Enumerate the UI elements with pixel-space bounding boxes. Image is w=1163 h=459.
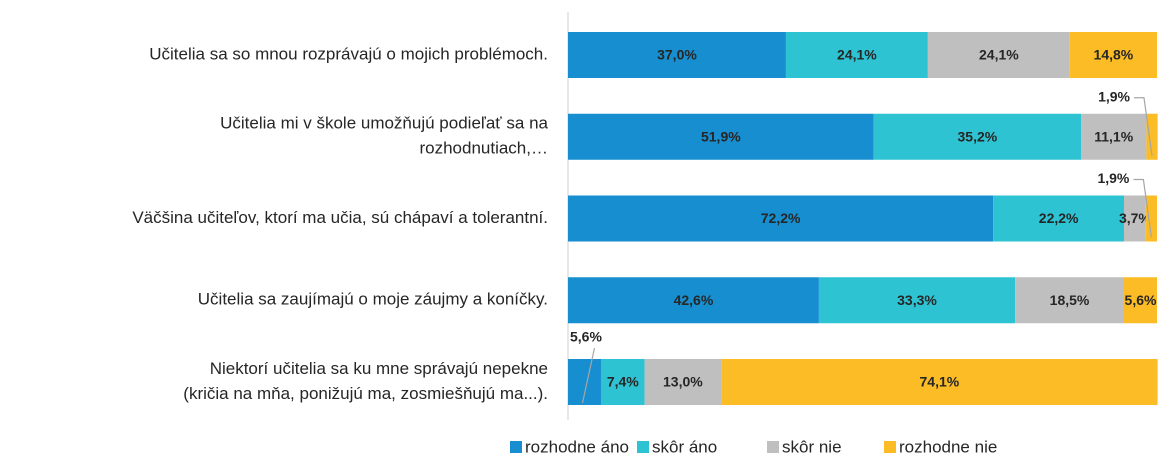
bar-segment bbox=[785, 32, 928, 78]
value-label: 14,8% bbox=[1094, 47, 1134, 63]
bar-segment bbox=[568, 277, 819, 324]
value-label: 1,9% bbox=[1097, 170, 1129, 186]
legend-label: skôr nie bbox=[782, 437, 842, 456]
bar-segment bbox=[568, 359, 601, 405]
legend-swatch bbox=[637, 441, 649, 453]
value-label: 22,2% bbox=[1039, 210, 1079, 226]
category-label: Učitelia sa zaujímajú o moje záujmy a ko… bbox=[198, 290, 548, 309]
bar-segment bbox=[644, 359, 722, 405]
bar-segment bbox=[818, 277, 1016, 324]
legend-swatch bbox=[884, 441, 896, 453]
bar-segment bbox=[993, 195, 1125, 242]
leader-line bbox=[1133, 97, 1153, 156]
bar-segment bbox=[568, 113, 874, 160]
legend-label: skôr áno bbox=[652, 437, 717, 456]
value-label: 33,3% bbox=[897, 292, 937, 308]
bar-segment bbox=[1081, 113, 1147, 160]
bar-segment bbox=[600, 359, 645, 405]
value-label: 24,1% bbox=[979, 47, 1019, 63]
legend-swatch bbox=[510, 441, 522, 453]
value-label: 18,5% bbox=[1050, 292, 1090, 308]
leader-line bbox=[1133, 178, 1152, 238]
value-label: 13,0% bbox=[663, 374, 703, 390]
leader-line bbox=[581, 347, 596, 404]
bar-segment bbox=[1015, 277, 1125, 324]
value-label: 51,9% bbox=[701, 128, 741, 144]
bar-segment bbox=[1124, 277, 1157, 324]
value-label: 7,4% bbox=[607, 374, 639, 390]
value-label: 72,2% bbox=[761, 210, 801, 226]
legend-label: rozhodne nie bbox=[899, 437, 997, 456]
bar-segment bbox=[1124, 195, 1146, 242]
bar-segment bbox=[927, 32, 1070, 78]
legend-label: rozhodne áno bbox=[525, 437, 629, 456]
value-label: 42,6% bbox=[674, 292, 714, 308]
bar-segment bbox=[1145, 195, 1157, 242]
category-label: Učitelia sa so mnou rozprávajú o mojich … bbox=[149, 44, 548, 63]
category-label: Učitelia mi v škole umožňujú podieľať sa… bbox=[220, 114, 548, 133]
category-label: rozhodnutiach,… bbox=[419, 139, 548, 158]
bar-segment bbox=[568, 32, 786, 78]
bar-segment bbox=[568, 195, 994, 242]
value-label: 5,6% bbox=[1125, 292, 1157, 308]
category-label: Väčšina učiteľov, ktorí ma učia, sú cháp… bbox=[132, 208, 548, 227]
value-label: 5,6% bbox=[570, 329, 602, 345]
category-label: Niektorí učitelia sa ku mne správajú nep… bbox=[210, 359, 548, 378]
value-label: 11,1% bbox=[1094, 128, 1133, 144]
value-label: 1,9% bbox=[1098, 88, 1130, 104]
legend-swatch bbox=[767, 441, 779, 453]
bar-segment bbox=[1069, 32, 1157, 78]
bar-segment bbox=[873, 113, 1082, 160]
bar-segment bbox=[1146, 113, 1158, 160]
bar-segment bbox=[721, 359, 1158, 405]
value-label: 74,1% bbox=[920, 374, 960, 390]
value-label: 37,0% bbox=[657, 47, 697, 63]
value-label: 35,2% bbox=[958, 128, 998, 144]
value-label: 3,7% bbox=[1119, 210, 1151, 226]
category-label: (kričia na mňa, ponižujú ma, zosmiešňujú… bbox=[183, 384, 548, 403]
value-label: 24,1% bbox=[837, 47, 877, 63]
